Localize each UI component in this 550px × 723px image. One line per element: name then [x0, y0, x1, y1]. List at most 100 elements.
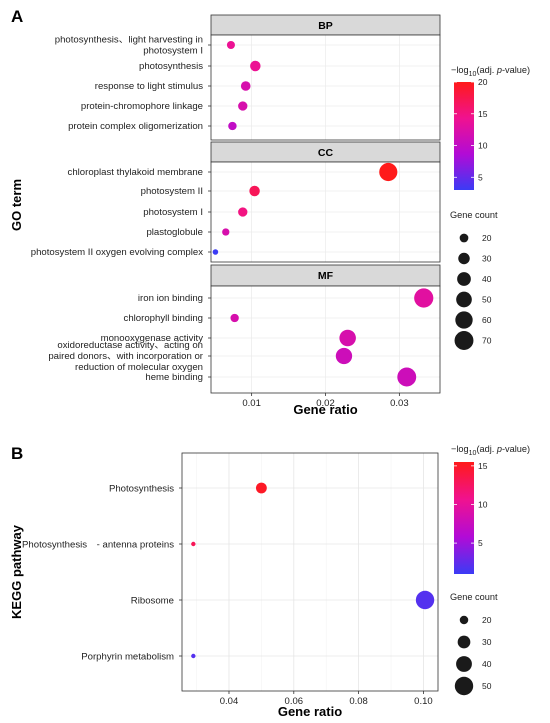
x-tick-label: 0.03: [390, 398, 409, 409]
data-point: [212, 249, 219, 255]
size-legend-dot: [459, 615, 469, 625]
data-point: [339, 329, 356, 347]
data-point: [222, 228, 230, 236]
data-point: [228, 121, 237, 131]
size-legend-dot: [456, 656, 472, 672]
y-axis-title: GO term: [9, 179, 24, 231]
size-legend-label: 30: [482, 637, 492, 647]
panel-label-a: A: [11, 7, 23, 26]
colorbar-tick-label: 10: [478, 141, 488, 151]
data-point: [335, 347, 353, 365]
panel-b: B Photosynthesis Photosynthesis - antenna …: [9, 444, 530, 719]
colorbar-tick-label: 15: [478, 109, 488, 119]
x-tick-label: 0.10: [414, 696, 433, 707]
x-tick-label: 0.04: [220, 696, 239, 707]
y-axis-title: KEGG pathway: [9, 524, 24, 619]
size-legend-label: 40: [482, 274, 492, 284]
y-tick-label: photosynthesis: [139, 61, 203, 72]
color-legend-title: −log10(adj. p-value): [451, 444, 530, 457]
size-legend-label: 20: [482, 233, 492, 243]
y-tick-label: reduction of molecular oxygen: [75, 362, 203, 373]
x-axis-title: Gene ratio: [278, 704, 342, 719]
y-tick-label: iron ion binding: [138, 293, 203, 304]
y-tick-label: protein complex oligomerization: [68, 121, 203, 132]
y-tick-label: chloroplast thylakoid membrane: [68, 167, 203, 178]
y-tick-label: protein-chromophore linkage: [81, 101, 203, 112]
size-legend-title: Gene count: [450, 210, 498, 220]
y-tick-label: photosystem I: [143, 46, 203, 57]
facet-strip-label: BP: [318, 20, 333, 32]
colorbar-tick-label: 15: [478, 461, 488, 471]
x-tick-label: 0.02: [316, 398, 335, 409]
y-tick-label: response to light stimulus: [95, 81, 203, 92]
y-tick-label: Porphyrin metabolism: [81, 652, 174, 663]
size-legend-label: 40: [482, 659, 492, 669]
y-tick-label: chlorophyll binding: [124, 313, 203, 324]
size-legend-dot: [459, 233, 469, 243]
panel-label-b: B: [11, 444, 23, 463]
color-legend-title: −log10(adj. p-value): [451, 65, 530, 78]
color-legend-bar: [454, 462, 474, 574]
legend-b: −log10(adj. p-value) 5 10 15 Gene count 20 30 4…: [450, 444, 530, 696]
y-tick-label: plastoglobule: [146, 227, 203, 238]
legend-a: −log10(adj. p-value) 5 10 15 20 Gene count 20 3…: [450, 65, 530, 350]
colorbar-tick-label: 10: [478, 499, 488, 509]
data-point: [397, 367, 417, 387]
data-point: [238, 207, 248, 217]
size-legend-dot: [455, 311, 473, 329]
facet-strip-label: MF: [318, 270, 334, 282]
data-point: [379, 162, 398, 182]
x-tick-label: 0.08: [349, 696, 368, 707]
size-legend-dot: [457, 272, 471, 286]
data-point: [415, 590, 435, 610]
data-point: [414, 288, 434, 308]
data-point: [255, 482, 267, 494]
facet-mf: MF iron ion binding chlorophyll binding mon…: [48, 264, 441, 394]
data-point: [238, 101, 248, 111]
data-point: [230, 313, 239, 323]
size-legend-dot: [456, 291, 472, 308]
data-point: [191, 541, 196, 547]
data-point: [240, 81, 251, 91]
size-legend-label: 60: [482, 315, 492, 325]
y-tick-label: photosynthesis、light harvesting in: [55, 35, 203, 46]
data-point: [249, 185, 260, 197]
y-tick-label: photosystem I: [143, 207, 203, 218]
y-tick-label: photosystem II oxygen evolving complex: [31, 247, 203, 258]
facet-strip-label: CC: [318, 147, 334, 159]
y-tick-label: photosystem II: [141, 186, 203, 197]
y-tick-label: monooxygenase activity: [101, 333, 204, 344]
data-point: [250, 60, 261, 72]
y-tick-label: Photosynthesis - antenna proteins: [22, 540, 174, 551]
y-tick-label: Ribosome: [131, 596, 174, 607]
facet-border: [210, 34, 441, 141]
y-tick-label: heme binding: [145, 372, 203, 383]
colorbar-tick-label: 5: [478, 172, 483, 182]
size-legend-label: 20: [482, 615, 492, 625]
size-legend-label: 70: [482, 336, 492, 346]
colorbar-tick-label: 5: [478, 538, 483, 548]
data-point: [191, 653, 196, 659]
panel-border: [181, 452, 439, 692]
size-legend-label: 50: [482, 295, 492, 305]
size-legend-dot: [454, 676, 474, 696]
size-legend-label: 30: [482, 254, 492, 264]
y-tick-label: Photosynthesis: [109, 484, 174, 495]
facet-cc: CC chloroplast thylakoid membrane photosys…: [31, 141, 441, 263]
size-legend-label: 50: [482, 681, 492, 691]
color-legend-bar: [454, 82, 474, 190]
facet-border: [210, 161, 441, 263]
data-point: [226, 40, 235, 50]
x-axis-title: Gene ratio: [293, 402, 357, 417]
size-legend-dot: [458, 252, 470, 265]
panel-bg: [182, 453, 438, 691]
x-tick-label: 0.06: [285, 696, 304, 707]
colorbar-tick-label: 20: [478, 77, 488, 87]
x-tick-label: 0.01: [242, 398, 261, 409]
size-legend-dot: [457, 635, 471, 649]
y-tick-label: paired donors、with incorporation or: [48, 351, 203, 362]
size-legend-title: Gene count: [450, 592, 498, 602]
